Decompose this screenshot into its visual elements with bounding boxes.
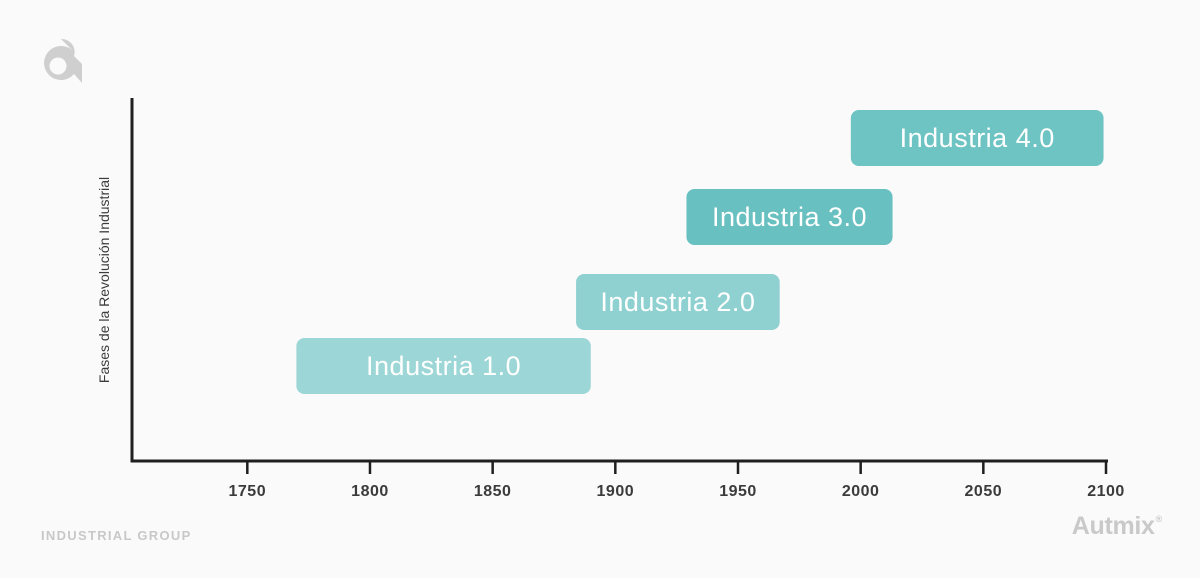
autmix-brand-logo: Autmix® <box>1071 512 1163 541</box>
registered-mark: ® <box>1155 514 1163 524</box>
x-tick-label: 2000 <box>842 483 880 500</box>
phase-bar-label: Industria 3.0 <box>712 202 867 232</box>
phase-bar-group: Industria 2.0 <box>576 274 780 330</box>
x-tick-label: 1850 <box>474 483 512 500</box>
brand-name: Autmix <box>1071 512 1155 540</box>
phase-bar <box>686 189 893 245</box>
phase-bar <box>576 274 780 330</box>
phase-bar-group: Industria 4.0 <box>850 110 1104 166</box>
x-tick-label: 1750 <box>229 483 267 500</box>
phase-bar-label: Industria 4.0 <box>900 123 1055 153</box>
x-tick-label: 2050 <box>965 483 1003 500</box>
phase-bar-label: Industria 1.0 <box>366 351 521 381</box>
phase-bar-group: Industria 1.0 <box>296 338 591 394</box>
x-tick-label: 2100 <box>1087 483 1125 500</box>
x-tick-label: 1900 <box>597 483 635 500</box>
x-tick-label: 1950 <box>719 483 757 500</box>
x-tick-label: 1800 <box>351 483 389 500</box>
y-axis-label: Fases de la Revolución Industrial <box>96 177 112 383</box>
phase-bars: Industria 1.0 Industria 2.0 Industria 3.0 I… <box>296 110 1104 394</box>
phase-bar <box>850 110 1104 166</box>
phase-bar <box>296 338 591 394</box>
industrial-group-label: INDUSTRIAL GROUP <box>41 528 192 543</box>
phase-bar-label: Industria 2.0 <box>600 287 755 317</box>
phase-bar-group: Industria 3.0 <box>686 189 893 245</box>
autmix-logo-icon <box>44 38 82 83</box>
chart-axes <box>130 98 1108 463</box>
x-axis-ticks: 1750 1800 1850 1900 1950 2000 2050 2100 <box>229 461 1125 500</box>
